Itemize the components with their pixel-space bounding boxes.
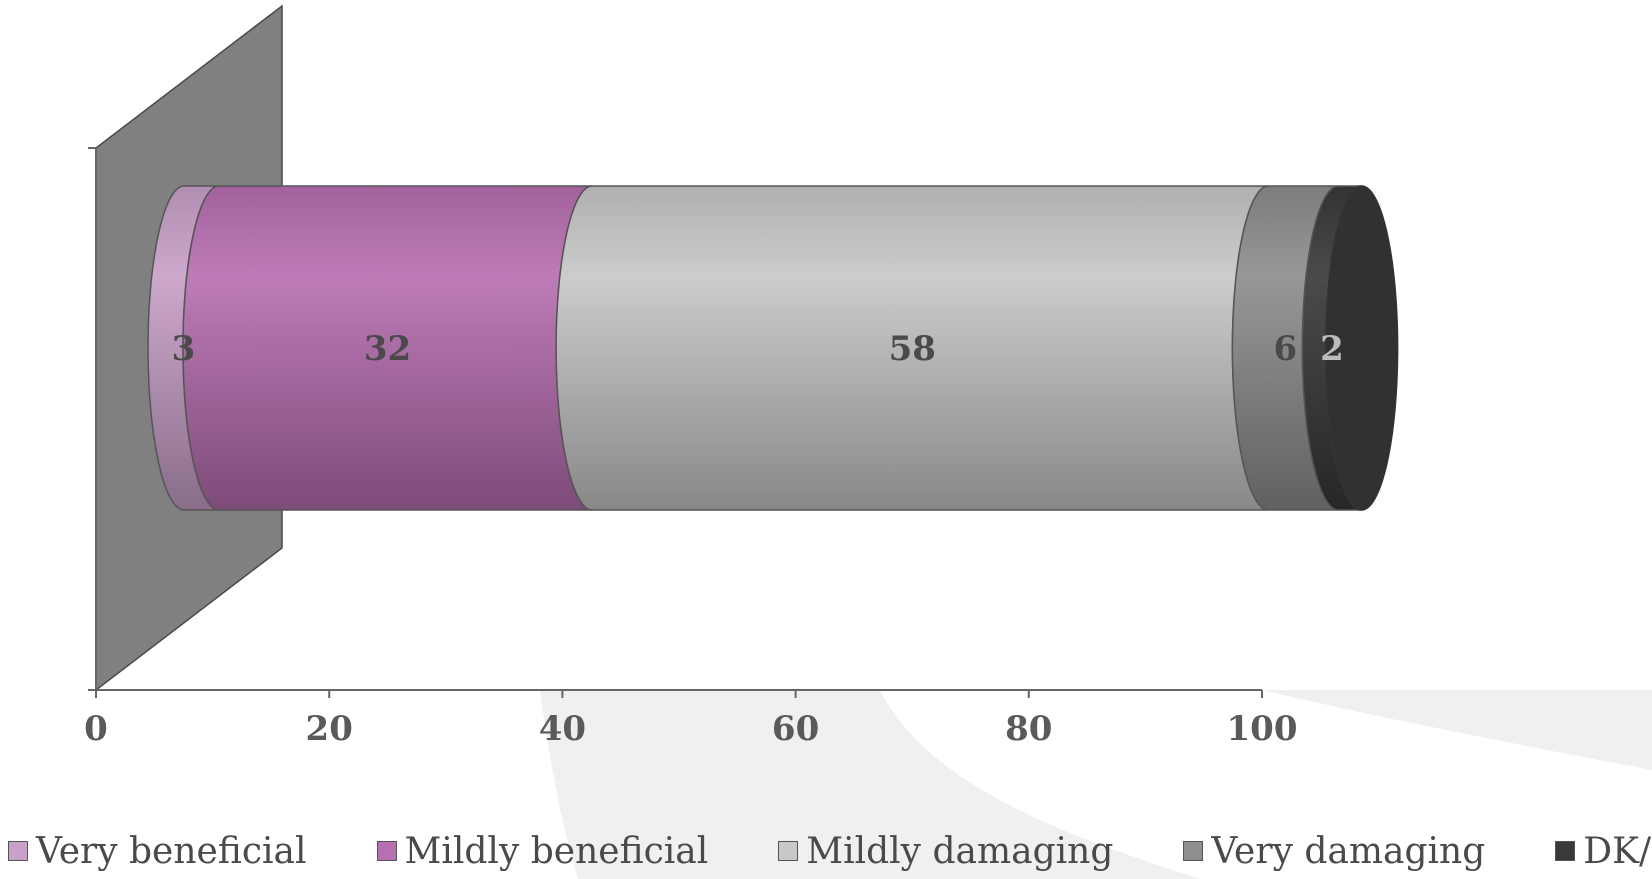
legend-label: Very damaging — [1211, 830, 1486, 872]
legend-swatch — [376, 841, 397, 861]
legend-label: Mildly damaging — [806, 830, 1114, 872]
x-tick-label: 0 — [84, 709, 108, 749]
legend-label: Very beneficial — [36, 830, 307, 872]
legend-swatch — [8, 841, 28, 861]
legend-item: Very beneficial — [8, 831, 307, 872]
legend-item: Mildly damaging — [778, 831, 1113, 872]
label-layer: 3 32 58 6 2 — [172, 329, 1344, 369]
legend-item: DK/ref — [1555, 831, 1652, 872]
legend-swatch — [1555, 841, 1576, 861]
legend-swatch — [778, 841, 799, 861]
bar-layer — [147, 185, 1399, 511]
x-tick-label: 20 — [306, 709, 353, 749]
legend-item: Mildly beneficial — [376, 830, 709, 872]
data-label: 2 — [1320, 329, 1344, 369]
legend-swatch — [1183, 841, 1204, 861]
x-tick-label: 80 — [1005, 709, 1052, 749]
legend-label: DK/ref — [1583, 830, 1652, 872]
data-label: 32 — [364, 329, 411, 369]
bar-end-cap — [1324, 185, 1399, 511]
x-tick-label: 100 — [1227, 709, 1298, 749]
x-tick-label: 40 — [539, 709, 586, 749]
legend-item: Very damaging — [1183, 831, 1485, 872]
axis-layer: 0 20 40 60 80 100 — [84, 147, 1298, 749]
legend-label: Mildly beneficial — [404, 830, 709, 872]
data-label: 3 — [172, 329, 196, 369]
background-swoosh — [540, 690, 1200, 879]
background-swoosh-right — [1262, 690, 1652, 770]
legend: Very beneficial Mildly beneficial Mildly d… — [8, 826, 1652, 876]
background-layer — [540, 690, 1652, 879]
data-label: 6 — [1274, 329, 1298, 369]
x-tick-label: 60 — [772, 709, 819, 749]
data-label: 58 — [889, 329, 936, 369]
